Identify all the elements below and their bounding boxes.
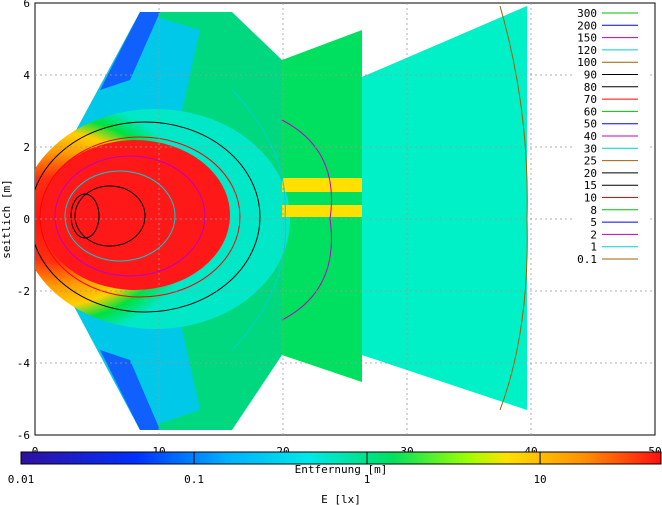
y-tick-label: -6 — [17, 429, 30, 442]
colorbar-tick-label: 0.1 — [184, 473, 204, 486]
y-tick-label: 0 — [23, 213, 30, 226]
legend-label: 0.1 — [577, 253, 597, 266]
colorbar-tick-label: 0.01 — [8, 473, 35, 486]
y-tick-label: 6 — [23, 0, 30, 10]
contour — [39, 136, 241, 298]
y-ticks: -6 -4 -2 0 2 4 6 — [17, 0, 31, 442]
stripe-upper — [282, 178, 362, 192]
legend-label: 25 — [584, 155, 597, 168]
legend-label: 30 — [584, 142, 597, 155]
legend-label: 100 — [577, 56, 597, 69]
contour — [64, 170, 176, 262]
legend-label: 15 — [584, 179, 597, 192]
colorbar-label: E [lx] — [321, 493, 361, 505]
legend-label: 120 — [577, 44, 597, 57]
grid — [35, 3, 655, 435]
legend-label: 2 — [590, 228, 597, 241]
legend-label: 70 — [584, 93, 597, 106]
legend-label: 50 — [584, 118, 597, 131]
contour — [74, 185, 146, 247]
legend-label: 8 — [590, 204, 597, 217]
y-tick-label: -4 — [17, 357, 31, 370]
legend-label: 40 — [584, 130, 597, 143]
contour — [54, 155, 206, 277]
legend-label: 1 — [590, 241, 597, 254]
contour — [70, 193, 100, 239]
legend-label: 90 — [584, 69, 597, 82]
colorbar-tick-label: 1 — [364, 473, 371, 486]
legend-label: 300 — [577, 7, 597, 20]
legend-label: 80 — [584, 81, 597, 94]
legend-label: 10 — [584, 192, 597, 205]
fan-deep-top — [100, 12, 160, 90]
x-axis-label: Entfernung [m] — [295, 463, 388, 476]
fan-far — [362, 6, 527, 410]
y-tick-label: 2 — [23, 141, 30, 154]
stripe-lower — [282, 205, 362, 217]
colorbar-tick-label: 10 — [533, 473, 546, 486]
contour — [499, 5, 528, 411]
fan-deep-bottom — [100, 350, 160, 430]
y-tick-label: 4 — [23, 69, 30, 82]
contour — [35, 121, 261, 313]
red-core — [40, 140, 230, 290]
legend-label: 150 — [577, 32, 597, 45]
legend-label: 20 — [584, 167, 597, 180]
legend-label: 60 — [584, 105, 597, 118]
heatmap-surface — [35, 5, 528, 430]
legend: 3002001501201009080706050403025201510852… — [572, 7, 647, 266]
legend-label: 200 — [577, 19, 597, 32]
colorbar-ticks: 0.01 0.1 1 10 — [8, 452, 547, 486]
legend-label: 5 — [590, 216, 597, 229]
y-tick-label: -2 — [17, 285, 30, 298]
y-axis-label: seitlich [m] — [0, 179, 13, 258]
